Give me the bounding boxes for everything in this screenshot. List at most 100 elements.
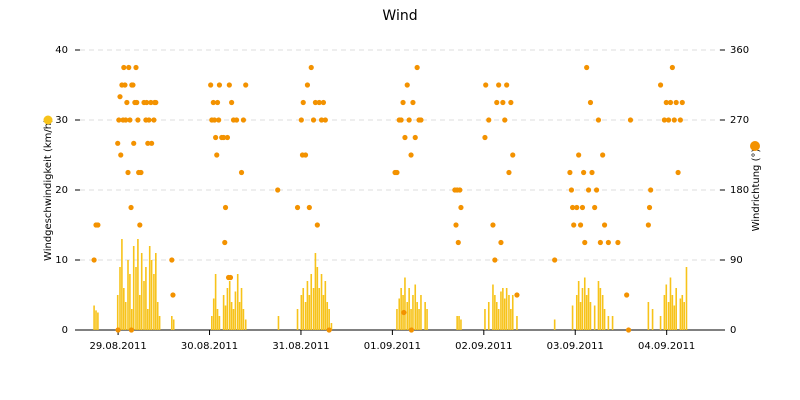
y2-tick-label: 0 [730,325,736,336]
point [408,152,414,158]
point [117,94,123,100]
point [138,169,144,176]
bar [153,274,155,330]
point [457,187,463,193]
point [510,152,516,158]
x-tick-label: 04.09.2011 [638,341,695,352]
x-tick-label: 03.09.2011 [547,341,604,352]
point [322,117,328,123]
bar [611,316,614,330]
y2-tick-label: 270 [730,115,749,126]
y-tick-label: 20 [55,185,68,196]
bar [585,295,588,330]
bar [412,295,414,330]
bar [324,281,327,330]
point [568,187,575,193]
bar [224,305,227,330]
point [587,99,594,106]
bar [396,309,398,330]
bar [119,267,121,330]
point [227,274,234,281]
bar [302,288,305,330]
bar [240,288,243,330]
point [657,82,664,88]
point [294,204,301,211]
point [300,99,306,106]
point [552,257,558,263]
bar [172,319,175,330]
bar [216,309,219,330]
point [222,239,228,246]
point [498,239,504,246]
y2-tick-label: 180 [730,185,749,196]
bar [320,274,323,330]
bar [132,246,135,330]
point [494,99,500,106]
point [665,117,672,123]
point [304,82,311,88]
bar [228,281,231,330]
bar [575,295,578,330]
bar [211,316,213,330]
bar [322,295,325,330]
bar [508,295,510,330]
point [648,187,654,193]
bar [400,288,402,330]
point [221,134,227,141]
y-tick-label: 0 [62,325,68,336]
y2-tick-label: 90 [730,255,743,266]
point [302,152,309,158]
point [408,327,415,333]
point [418,117,424,123]
bar [93,305,95,330]
point [275,187,281,193]
point [585,187,592,193]
point [483,82,489,88]
point [605,239,611,246]
point [414,64,420,71]
bar [318,288,321,330]
bar [148,246,151,330]
bar [145,267,147,330]
bar [414,284,417,330]
point [412,134,418,141]
point [135,117,141,123]
point [131,140,137,146]
point [126,64,132,71]
bar [230,302,233,330]
point [669,64,675,71]
bar [234,291,237,330]
bar [226,288,229,330]
point [401,309,407,316]
point [661,117,667,123]
point [169,257,175,263]
point [406,117,412,123]
point [579,204,586,211]
point [216,117,222,123]
point [226,82,232,88]
point [222,204,229,211]
point [316,99,322,106]
point [577,222,584,228]
point [208,82,214,88]
point [646,204,653,211]
bar [458,316,460,330]
point [146,117,152,123]
point [576,152,582,158]
point [122,82,128,88]
point [224,134,231,141]
bar [314,253,317,330]
bar [500,291,502,330]
bar [316,267,319,330]
point [667,99,674,106]
bar [671,295,674,330]
bar [123,288,125,330]
bar [587,288,590,330]
bar [150,260,153,330]
point [151,117,157,123]
point [213,134,219,141]
bar [139,295,141,330]
bar [238,302,241,330]
point [310,117,317,123]
point [584,64,590,71]
